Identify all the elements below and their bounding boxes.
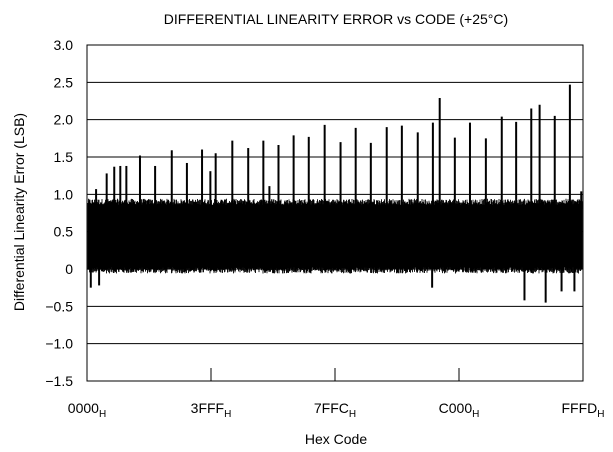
y-tick-label: 2.0 xyxy=(54,112,74,128)
chart-title: DIFFERENTIAL LINEARITY ERROR vs CODE (+2… xyxy=(164,11,508,27)
x-tick-label: 7FFCH xyxy=(314,400,356,420)
dnl-spikes xyxy=(89,84,583,303)
y-tick-label: 1.5 xyxy=(54,149,74,165)
x-axis-label: Hex Code xyxy=(305,431,367,447)
y-tick-label: 1.0 xyxy=(54,186,74,202)
y-tick-label: 0.5 xyxy=(54,224,74,240)
y-tick-label: −1.5 xyxy=(45,373,73,389)
noise-band-core xyxy=(88,205,582,266)
y-tick-label: 0 xyxy=(65,261,73,277)
y-tick-label: 3.0 xyxy=(54,37,74,53)
y-axis-ticks: 3.0 2.5 2.0 1.5 1.0 0.5 0 −0.5 −1.0 −1.5 xyxy=(45,37,73,389)
y-tick-label: −0.5 xyxy=(45,298,73,314)
y-tick-label: −1.0 xyxy=(45,336,73,352)
y-tick-label: 2.5 xyxy=(54,74,74,90)
x-tick-label: 3FFFH xyxy=(191,400,232,420)
x-tick-label: C000H xyxy=(439,400,480,420)
y-axis-label: Differential Linearity Error (LSB) xyxy=(11,113,27,311)
x-axis-ticks: 0000H 3FFFH 7FFCH C000H FFFDH xyxy=(68,368,605,420)
dnl-noise-band xyxy=(87,198,583,274)
x-tick-label: 0000H xyxy=(68,400,106,420)
x-tick-label: FFFDH xyxy=(562,400,605,420)
